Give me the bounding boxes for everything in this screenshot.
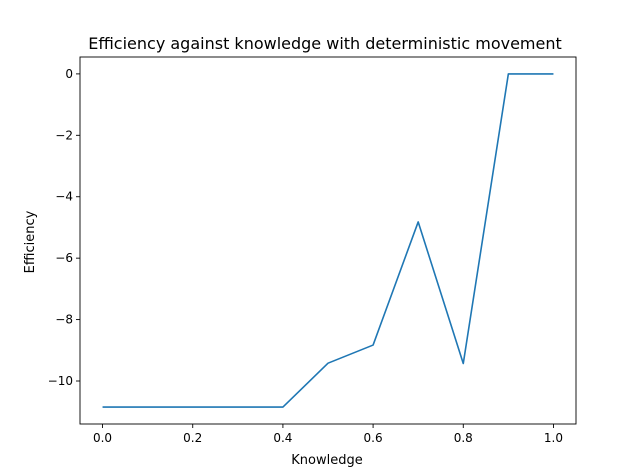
- x-axis-label: Knowledge: [291, 453, 362, 468]
- y-tick-label: −10: [48, 374, 73, 388]
- x-tick-label: 0.2: [183, 431, 202, 445]
- y-tick-label: −8: [55, 313, 73, 327]
- x-tick-label: 0.6: [364, 431, 383, 445]
- y-tick-label: −2: [55, 128, 73, 142]
- x-tick-label: 0.4: [273, 431, 292, 445]
- x-tick-label: 0.0: [93, 431, 112, 445]
- x-tick-label: 0.8: [454, 431, 473, 445]
- axes-frame: [79, 56, 577, 425]
- y-axis-label: Efficiency: [23, 210, 38, 273]
- plot-area: 0.0 0.2 0.4 0.6 0.8 1.0 0 −2 −4 −6 −8 −10: [48, 56, 577, 445]
- chart-title: Efficiency against knowledge with determ…: [88, 34, 562, 53]
- y-tick-label: −6: [55, 251, 73, 265]
- x-tick-label: 1.0: [544, 431, 563, 445]
- series-line: [102, 73, 554, 408]
- y-tick-label: −4: [55, 190, 73, 204]
- y-tick-label: 0: [65, 67, 73, 81]
